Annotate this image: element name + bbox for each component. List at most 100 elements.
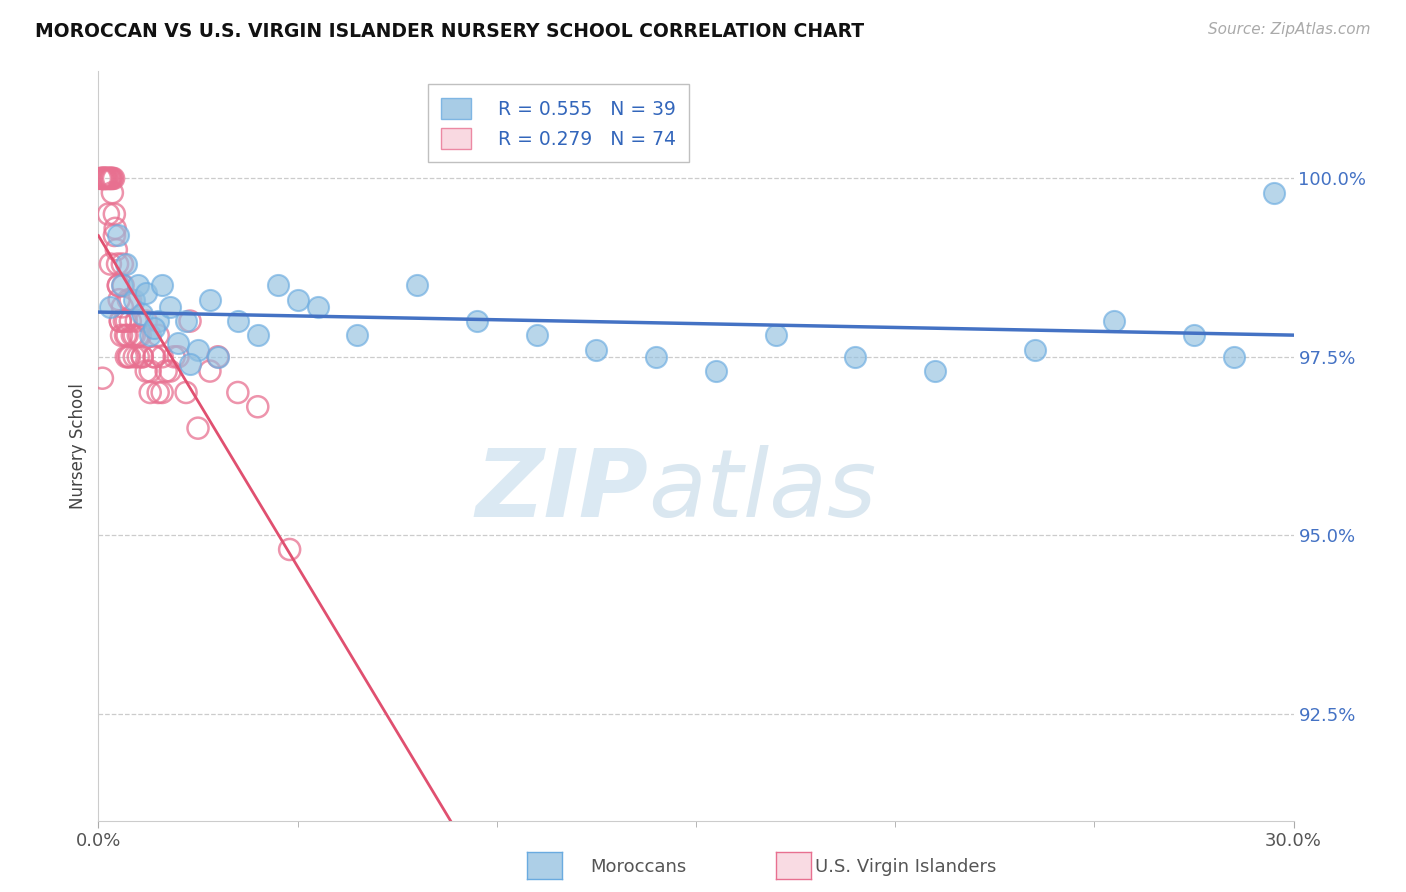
Point xyxy=(135,285,157,300)
Point xyxy=(179,357,201,371)
Text: atlas: atlas xyxy=(648,445,876,536)
Point xyxy=(103,207,125,221)
Point xyxy=(163,350,186,364)
Point xyxy=(97,207,120,221)
Point xyxy=(98,171,122,186)
Point xyxy=(207,350,229,364)
Point xyxy=(148,314,170,328)
Point xyxy=(198,293,221,307)
Point xyxy=(406,278,429,293)
Point xyxy=(103,228,125,243)
Point xyxy=(167,335,190,350)
Point xyxy=(101,171,124,186)
Point xyxy=(346,328,368,343)
Point xyxy=(127,328,149,343)
Point xyxy=(115,314,138,328)
Point xyxy=(844,350,866,364)
Point xyxy=(111,257,134,271)
Point xyxy=(246,328,269,343)
Point xyxy=(143,321,166,335)
Point xyxy=(96,171,118,186)
Point xyxy=(159,300,181,314)
Point xyxy=(526,328,548,343)
Text: ZIP: ZIP xyxy=(475,445,648,537)
Point xyxy=(148,328,170,343)
Point xyxy=(139,328,162,343)
Point xyxy=(267,278,290,293)
Point xyxy=(90,171,112,186)
Point xyxy=(1223,350,1246,364)
Point xyxy=(924,364,946,378)
Point xyxy=(187,421,209,435)
Point xyxy=(91,371,114,385)
Point xyxy=(129,328,152,343)
Point xyxy=(246,400,269,414)
Point xyxy=(107,278,129,293)
Point xyxy=(108,293,131,307)
Point xyxy=(112,278,135,293)
Point xyxy=(226,385,249,400)
Point xyxy=(131,350,153,364)
Point xyxy=(125,314,148,328)
Point xyxy=(198,364,221,378)
Point xyxy=(98,300,122,314)
Legend:   R = 0.555   N = 39,   R = 0.279   N = 74: R = 0.555 N = 39, R = 0.279 N = 74 xyxy=(427,85,689,162)
Point xyxy=(226,314,249,328)
Point xyxy=(107,228,129,243)
Point xyxy=(155,364,177,378)
Point xyxy=(91,171,114,186)
Point xyxy=(143,350,166,364)
Point xyxy=(150,278,173,293)
Point xyxy=(143,350,166,364)
Point xyxy=(1182,328,1205,343)
Point xyxy=(159,364,181,378)
Point xyxy=(110,328,132,343)
Point xyxy=(124,350,146,364)
Point xyxy=(124,293,146,307)
Point xyxy=(114,328,136,343)
Point xyxy=(103,171,125,186)
Point xyxy=(131,350,153,364)
Point xyxy=(120,314,142,328)
Point xyxy=(124,328,146,343)
Point xyxy=(1104,314,1126,328)
Point xyxy=(101,186,124,200)
Point xyxy=(112,314,135,328)
Point xyxy=(115,257,138,271)
Point xyxy=(107,257,129,271)
Point xyxy=(91,171,114,186)
Text: MOROCCAN VS U.S. VIRGIN ISLANDER NURSERY SCHOOL CORRELATION CHART: MOROCCAN VS U.S. VIRGIN ISLANDER NURSERY… xyxy=(35,22,865,41)
Point xyxy=(121,328,143,343)
Point xyxy=(645,350,668,364)
Point xyxy=(110,314,132,328)
Point xyxy=(704,364,727,378)
Point xyxy=(150,350,173,364)
Point xyxy=(1024,343,1046,357)
Point xyxy=(93,171,115,186)
Y-axis label: Nursery School: Nursery School xyxy=(69,383,87,509)
Point xyxy=(139,385,162,400)
Point xyxy=(110,314,132,328)
Point xyxy=(150,385,173,400)
Point xyxy=(98,171,121,186)
Point xyxy=(115,350,138,364)
Point xyxy=(120,293,142,307)
Text: Moroccans: Moroccans xyxy=(591,858,686,876)
Point xyxy=(97,171,120,186)
Point xyxy=(187,343,209,357)
Point xyxy=(307,300,329,314)
Point xyxy=(135,364,157,378)
Point xyxy=(89,171,111,186)
Point xyxy=(207,350,229,364)
Point xyxy=(111,278,134,293)
Point xyxy=(118,350,141,364)
Point xyxy=(148,385,170,400)
Point xyxy=(117,293,139,307)
Text: U.S. Virgin Islanders: U.S. Virgin Islanders xyxy=(815,858,997,876)
Point xyxy=(93,171,115,186)
Point xyxy=(465,314,488,328)
Point xyxy=(287,293,309,307)
Point xyxy=(278,542,301,557)
Point xyxy=(117,350,139,364)
Point xyxy=(585,343,607,357)
